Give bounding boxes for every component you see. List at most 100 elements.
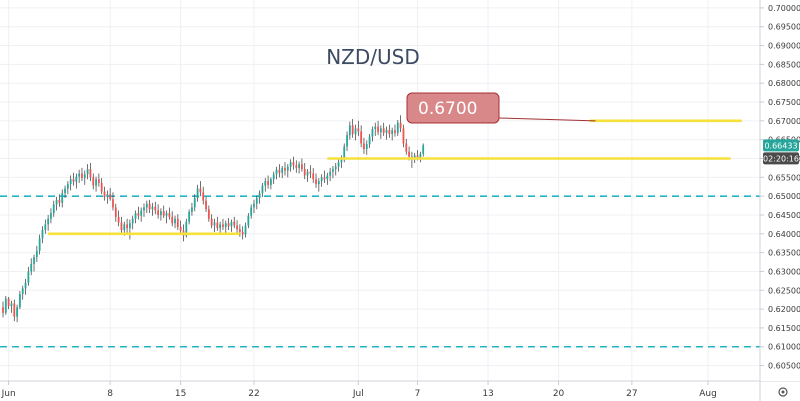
candle-bullish: [193, 198, 196, 208]
candle-bullish: [10, 303, 13, 307]
support-lines[interactable]: [48, 119, 742, 236]
horizontal-levels: [0, 195, 760, 348]
candle-bullish: [30, 263, 33, 272]
candle-bearish: [100, 182, 103, 192]
candle-bullish: [275, 169, 278, 175]
candle-bullish: [379, 128, 382, 133]
candle-bullish: [78, 173, 81, 177]
y-tick-label: 0.62500: [768, 286, 800, 295]
y-axis-panel: [760, 0, 800, 381]
candle-bullish: [329, 171, 332, 176]
candle-bullish: [52, 204, 55, 214]
candle-bearish: [309, 171, 312, 174]
candle-bullish: [253, 203, 255, 208]
candle-bullish: [129, 223, 131, 229]
x-tick-label: Aug: [699, 389, 717, 399]
y-tick-label: 0.65500: [768, 173, 800, 182]
candle-bearish: [205, 200, 207, 210]
candle-bullish: [191, 207, 193, 212]
y-tick-label: 0.68000: [768, 79, 800, 88]
y-tick-label: 0.61500: [768, 324, 800, 333]
candle-bullish: [224, 223, 227, 228]
candle-bearish: [162, 211, 165, 216]
candle-bearish: [222, 224, 224, 228]
candle-bearish: [301, 164, 303, 170]
candle-bearish: [7, 298, 10, 307]
candle-bullish: [354, 128, 357, 135]
candle-bullish: [334, 166, 337, 170]
candle-bearish: [148, 203, 151, 210]
candle-bearish: [241, 231, 244, 235]
candle-bearish: [295, 165, 298, 168]
candle-bullish: [272, 174, 275, 180]
candle-bearish: [168, 213, 171, 217]
candle-bullish: [69, 179, 72, 185]
candle-bullish: [160, 211, 162, 215]
candle-bullish: [55, 199, 58, 205]
x-tick-label: Jul: [352, 389, 364, 399]
candle-bearish: [382, 128, 385, 133]
candle-bullish: [64, 188, 66, 194]
x-axis[interactable]: Jun 8 15 22 Jul 7 13 20 27 Aug: [1, 381, 717, 399]
y-tick-label: 0.62000: [768, 305, 800, 314]
y-tick-label: 0.67000: [768, 117, 800, 126]
candle-bearish: [199, 188, 202, 193]
candle-bullish: [348, 125, 351, 136]
last-price-tag: [763, 139, 799, 152]
candle-bullish: [298, 164, 300, 168]
candle-bearish: [216, 222, 219, 229]
candle-bullish: [188, 211, 191, 222]
candle-bullish: [131, 218, 134, 224]
last-price-tags: 0.66433 02:20:16: [763, 139, 799, 165]
settings-gear-icon[interactable]: [778, 387, 788, 397]
candles-layer: [2, 115, 425, 323]
x-tick-label: 7: [415, 389, 421, 399]
candle-bearish: [402, 128, 405, 144]
candle-bullish: [289, 162, 292, 167]
candle-bullish: [255, 198, 258, 204]
candle-bearish: [92, 177, 95, 186]
candle-bearish: [157, 210, 159, 215]
candle-bearish: [238, 229, 241, 232]
candle-bullish: [250, 207, 253, 216]
candle-bullish: [16, 307, 18, 317]
candle-bullish: [151, 206, 154, 210]
price-callout[interactable]: 0.6700: [406, 92, 596, 124]
candle-bullish: [317, 181, 320, 185]
candle-bullish: [247, 215, 250, 226]
last-price-value: 0.66433: [764, 141, 797, 150]
candle-bearish: [303, 169, 306, 176]
candle-bearish: [267, 181, 269, 185]
callout-box[interactable]: [406, 92, 500, 124]
candle-bearish: [112, 199, 114, 208]
candle-bearish: [416, 155, 419, 158]
candle-bullish: [343, 146, 346, 159]
candle-bearish: [405, 143, 408, 152]
candle-bullish: [385, 129, 388, 133]
candle-bearish: [81, 173, 83, 179]
candle-bearish: [351, 125, 354, 135]
y-tick-label: 0.69000: [768, 42, 800, 51]
chart-title: NZD/USD: [326, 45, 420, 69]
x-tick-label: 20: [553, 389, 565, 399]
candle-bullish: [264, 181, 267, 186]
x-tick-label: 8: [107, 389, 113, 399]
candle-bullish: [35, 250, 38, 258]
candle-bearish: [137, 213, 140, 216]
candle-bearish: [114, 207, 117, 217]
candle-bullish: [368, 136, 371, 145]
candle-bullish: [371, 129, 374, 137]
y-tick-label: 0.63000: [768, 267, 800, 276]
candle-bullish: [19, 294, 21, 308]
candle-bullish: [281, 167, 284, 173]
candle-bearish: [103, 191, 106, 197]
candle-bearish: [176, 218, 179, 228]
candle-bearish: [233, 221, 236, 226]
candle-bullish: [270, 179, 272, 185]
candle-bearish: [72, 179, 75, 182]
candle-bullish: [83, 174, 86, 179]
candle-bullish: [106, 194, 109, 197]
candle-bullish: [123, 224, 126, 231]
candle-bearish: [109, 194, 112, 200]
